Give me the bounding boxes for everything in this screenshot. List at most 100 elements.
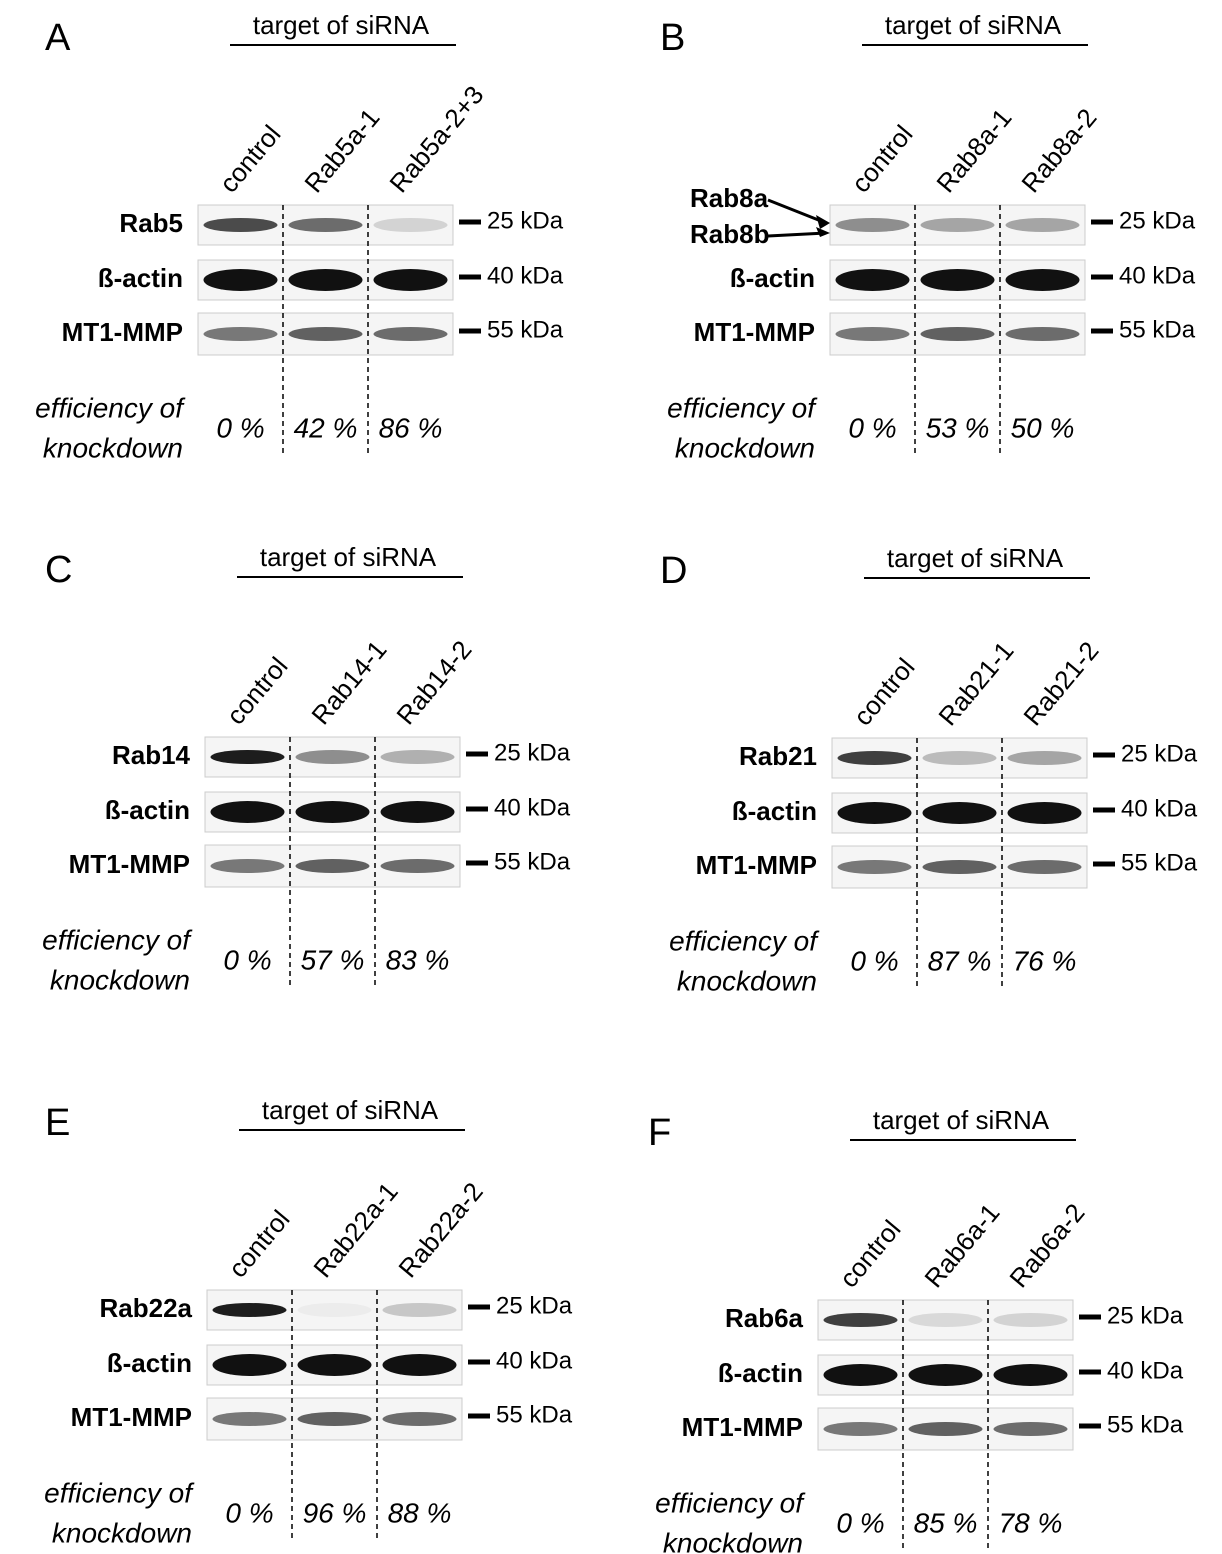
- band-label: Rab8b: [690, 219, 769, 249]
- band: [381, 801, 455, 823]
- band: [1008, 802, 1082, 824]
- efficiency-label: efficiency of: [669, 925, 820, 956]
- efficiency-label: efficiency of: [667, 392, 818, 423]
- lane-label: Rab8a-1: [930, 103, 1017, 199]
- row-label: ß-actin: [107, 1348, 192, 1378]
- row-label: MT1-MMP: [62, 317, 183, 347]
- band: [296, 859, 370, 873]
- efficiency-value: 88 %: [388, 1497, 452, 1528]
- lane-label: Rab14-2: [390, 635, 477, 731]
- marker-label: 55 kDa: [494, 848, 571, 875]
- band: [383, 1412, 457, 1426]
- band: [204, 218, 278, 232]
- band: [1006, 269, 1080, 291]
- marker-label: 55 kDa: [1107, 1411, 1184, 1438]
- band: [289, 327, 363, 341]
- band: [838, 802, 912, 824]
- band: [1008, 751, 1082, 765]
- band: [296, 801, 370, 823]
- band: [213, 1412, 287, 1426]
- band: [994, 1364, 1068, 1386]
- lane-label: Rab22a-2: [392, 1177, 488, 1284]
- band: [383, 1354, 457, 1376]
- lane-label: Rab5a-2+3: [383, 80, 489, 198]
- band: [909, 1313, 983, 1327]
- band: [374, 327, 448, 341]
- panel-letter: B: [660, 17, 685, 59]
- band: [289, 269, 363, 291]
- band: [211, 801, 285, 823]
- band: [298, 1412, 372, 1426]
- marker-label: 25 kDa: [1121, 740, 1198, 767]
- lane-label: control: [833, 1214, 906, 1293]
- row-label: ß-actin: [732, 796, 817, 826]
- header: target of siRNA: [262, 1095, 439, 1125]
- row-label: ß-actin: [98, 263, 183, 293]
- efficiency-value: 83 %: [386, 944, 450, 975]
- efficiency-label: knockdown: [50, 964, 190, 995]
- band: [994, 1422, 1068, 1436]
- figure: Atarget of siRNAcontrolRab5a-1Rab5a-2+32…: [0, 0, 1222, 1554]
- efficiency-label: knockdown: [677, 965, 817, 996]
- lane-label: Rab21-1: [932, 636, 1019, 732]
- band: [213, 1354, 287, 1376]
- row-label: ß-actin: [718, 1358, 803, 1388]
- band: [374, 269, 448, 291]
- band: [838, 751, 912, 765]
- efficiency-value: 0 %: [848, 412, 896, 443]
- band: [824, 1364, 898, 1386]
- header: target of siRNA: [873, 1105, 1050, 1135]
- arrow-head: [816, 215, 830, 229]
- marker-label: 55 kDa: [1121, 849, 1198, 876]
- panel-letter: E: [45, 1102, 70, 1144]
- lane-label: Rab8a-2: [1015, 103, 1102, 199]
- row-label: MT1-MMP: [69, 849, 190, 879]
- marker-label: 40 kDa: [1121, 795, 1198, 822]
- band: [204, 327, 278, 341]
- marker-label: 25 kDa: [487, 207, 564, 234]
- panel-letter: C: [45, 549, 72, 591]
- row-label: MT1-MMP: [682, 1412, 803, 1442]
- header: target of siRNA: [260, 542, 437, 572]
- efficiency-value: 87 %: [928, 945, 992, 976]
- marker-label: 40 kDa: [496, 1347, 573, 1374]
- header: target of siRNA: [887, 543, 1064, 573]
- band-label: Rab8a: [690, 183, 769, 213]
- band: [1006, 327, 1080, 341]
- row-label: MT1-MMP: [696, 850, 817, 880]
- efficiency-label: efficiency of: [42, 924, 193, 955]
- efficiency-value: 0 %: [223, 944, 271, 975]
- marker-label: 55 kDa: [496, 1401, 573, 1428]
- band: [909, 1422, 983, 1436]
- efficiency-label: efficiency of: [35, 392, 186, 423]
- band: [374, 218, 448, 232]
- band: [923, 860, 997, 874]
- efficiency-label: knockdown: [663, 1527, 803, 1554]
- lane-label: Rab5a-1: [298, 103, 385, 199]
- page: Atarget of siRNAcontrolRab5a-1Rab5a-2+32…: [0, 0, 1222, 1554]
- lane-label: Rab14-1: [305, 635, 392, 731]
- lane-label: control: [220, 651, 293, 730]
- marker-label: 25 kDa: [1107, 1302, 1184, 1329]
- lane-label: control: [845, 119, 918, 198]
- marker-label: 25 kDa: [494, 739, 571, 766]
- row-label: Rab14: [112, 740, 191, 770]
- efficiency-value: 50 %: [1011, 412, 1075, 443]
- efficiency-value: 96 %: [303, 1497, 367, 1528]
- efficiency-value: 0 %: [216, 412, 264, 443]
- band: [1006, 218, 1080, 232]
- band: [923, 802, 997, 824]
- lane-label: Rab21-2: [1017, 636, 1104, 732]
- efficiency-value: 76 %: [1013, 945, 1077, 976]
- band: [204, 269, 278, 291]
- band: [836, 269, 910, 291]
- marker-label: 40 kDa: [487, 262, 564, 289]
- band: [909, 1364, 983, 1386]
- row-label: Rab5: [119, 208, 183, 238]
- band: [836, 218, 910, 232]
- efficiency-label: knockdown: [52, 1517, 192, 1548]
- lane-label: control: [222, 1204, 295, 1283]
- efficiency-value: 86 %: [379, 412, 443, 443]
- band: [838, 860, 912, 874]
- marker-label: 55 kDa: [487, 316, 564, 343]
